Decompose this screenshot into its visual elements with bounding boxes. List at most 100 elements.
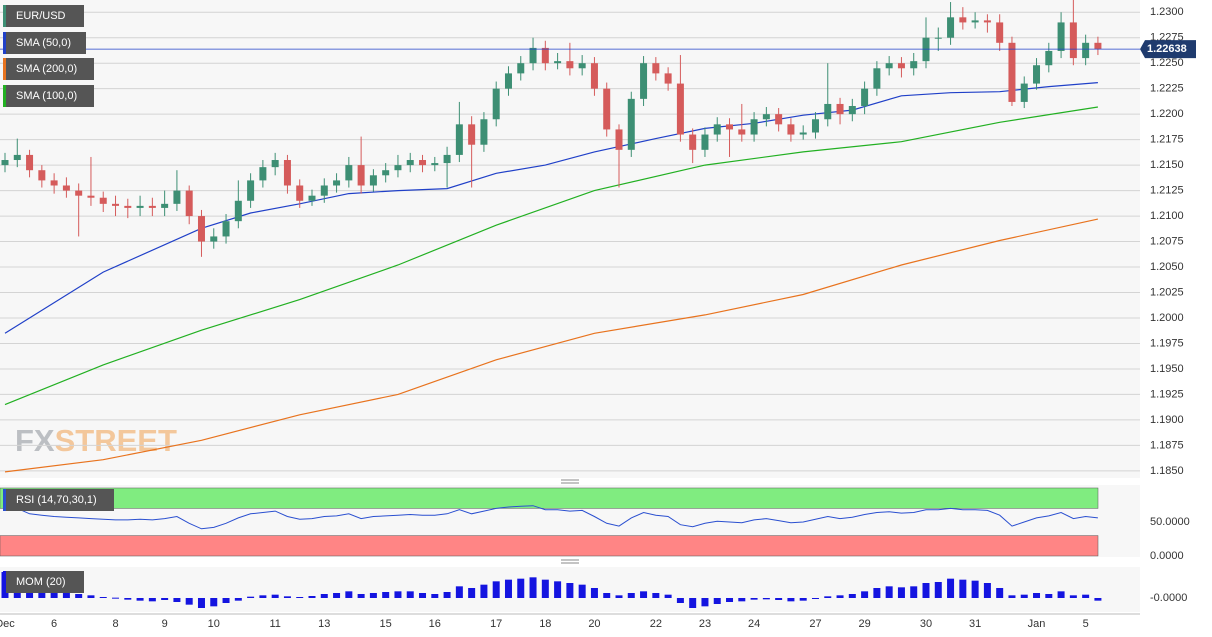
candle-body	[1020, 83, 1028, 102]
legend-swatch	[3, 85, 6, 107]
y-tick-label: 1.2050	[1150, 261, 1184, 273]
candle-body	[1082, 42, 1090, 59]
candle-body	[590, 63, 598, 89]
mom-bar	[787, 598, 795, 602]
legend-label: SMA (50,0)	[16, 37, 71, 49]
y-tick-label: 1.2075	[1150, 235, 1184, 247]
sma-line	[4, 106, 1098, 406]
candle-body	[910, 61, 918, 69]
candle-body	[13, 154, 21, 161]
legend-swatch	[3, 5, 6, 27]
x-tick-label: 10	[208, 618, 220, 630]
x-tick-label: 16	[429, 618, 441, 630]
legend-box[interactable]	[3, 32, 86, 54]
y-tick-label: 1.1875	[1150, 439, 1184, 451]
mom-bar	[676, 598, 684, 603]
mom-bar	[775, 598, 783, 600]
rsi-band	[0, 487, 1099, 509]
legend-label: SMA (200,0)	[16, 63, 77, 75]
x-tick-label: 30	[920, 618, 932, 630]
x-tick-label: 24	[748, 618, 760, 630]
candle-body	[431, 163, 439, 166]
candle-body	[676, 83, 684, 135]
candle-body	[652, 63, 660, 74]
x-tick-label: 13	[318, 618, 330, 630]
mom-bar	[726, 598, 734, 602]
mom-bar	[983, 583, 991, 598]
mom-bar	[333, 593, 341, 598]
candle-body	[210, 236, 218, 242]
candle-body	[308, 195, 316, 201]
y-tick-label: 1.1900	[1150, 414, 1184, 426]
mom-bar	[345, 591, 353, 598]
mom-bar	[492, 581, 500, 598]
candle-body	[197, 216, 205, 242]
mom-bar	[112, 597, 120, 599]
mom-bar	[627, 593, 635, 598]
mom-bar	[873, 588, 881, 598]
candle-body	[799, 132, 807, 135]
sma-line	[4, 218, 1099, 473]
watermark-street: STREET	[55, 423, 177, 458]
x-tick-label: Jan	[1028, 618, 1046, 630]
mom-bar	[640, 591, 648, 598]
candle-body	[406, 160, 414, 166]
candle-body	[873, 68, 881, 89]
y-tick-label: 1.1975	[1150, 337, 1184, 349]
candle-body	[627, 98, 635, 150]
mom-bar	[836, 595, 844, 598]
candle-body	[222, 221, 230, 237]
mom-bar	[1069, 595, 1077, 598]
rsi-band	[0, 535, 1099, 557]
candle-body	[541, 47, 549, 64]
y-tick-label: 1.2175	[1150, 134, 1184, 146]
legend-box[interactable]	[3, 85, 94, 107]
candle-body	[369, 175, 377, 186]
candle-body	[517, 63, 525, 74]
legend-box[interactable]	[3, 489, 114, 511]
mom-bar	[652, 593, 660, 598]
x-tick-label: 11	[269, 618, 280, 630]
y-tick-label: 1.2100	[1150, 210, 1184, 222]
mom-bar	[885, 586, 893, 598]
mom-bar	[210, 598, 218, 607]
y-tick-label: 0.0000	[1150, 550, 1184, 562]
candle-body	[566, 61, 574, 69]
legend-box[interactable]	[3, 571, 84, 593]
legend-label: SMA (100,0)	[16, 90, 77, 102]
mom-bar	[713, 598, 721, 604]
mom-bar	[517, 578, 525, 598]
pane-handle[interactable]	[561, 479, 579, 484]
legend-box[interactable]	[3, 58, 94, 80]
mom-bar	[148, 598, 156, 602]
candle-body	[173, 190, 181, 204]
candle-body	[333, 180, 341, 186]
candle-body	[283, 160, 291, 186]
legend-box[interactable]	[3, 5, 84, 27]
mom-bar	[578, 584, 586, 598]
candle-body	[811, 119, 819, 133]
last-price-label: 1.22638	[1147, 43, 1187, 55]
candle-body	[738, 129, 746, 135]
candle-body	[492, 88, 500, 120]
mom-bar	[308, 596, 316, 598]
candle-body	[247, 180, 255, 201]
y-tick-label: 1.2125	[1150, 184, 1184, 196]
mom-bar	[996, 588, 1004, 598]
mom-bar	[468, 588, 476, 598]
mom-bar	[1094, 598, 1102, 601]
mom-bar	[897, 587, 905, 598]
candle-body	[959, 17, 967, 23]
candle-body	[112, 203, 120, 206]
y-tick-label: 1.2300	[1150, 6, 1184, 18]
mom-bar	[62, 591, 70, 598]
candle-body	[664, 73, 672, 84]
legend-swatch	[3, 32, 6, 54]
candle-body	[455, 124, 463, 155]
x-tick-label: 9	[162, 618, 168, 630]
x-tick-label: 18	[539, 618, 551, 630]
pane-handle[interactable]	[561, 559, 579, 564]
mom-bar	[910, 586, 918, 598]
candle-body	[394, 165, 402, 171]
